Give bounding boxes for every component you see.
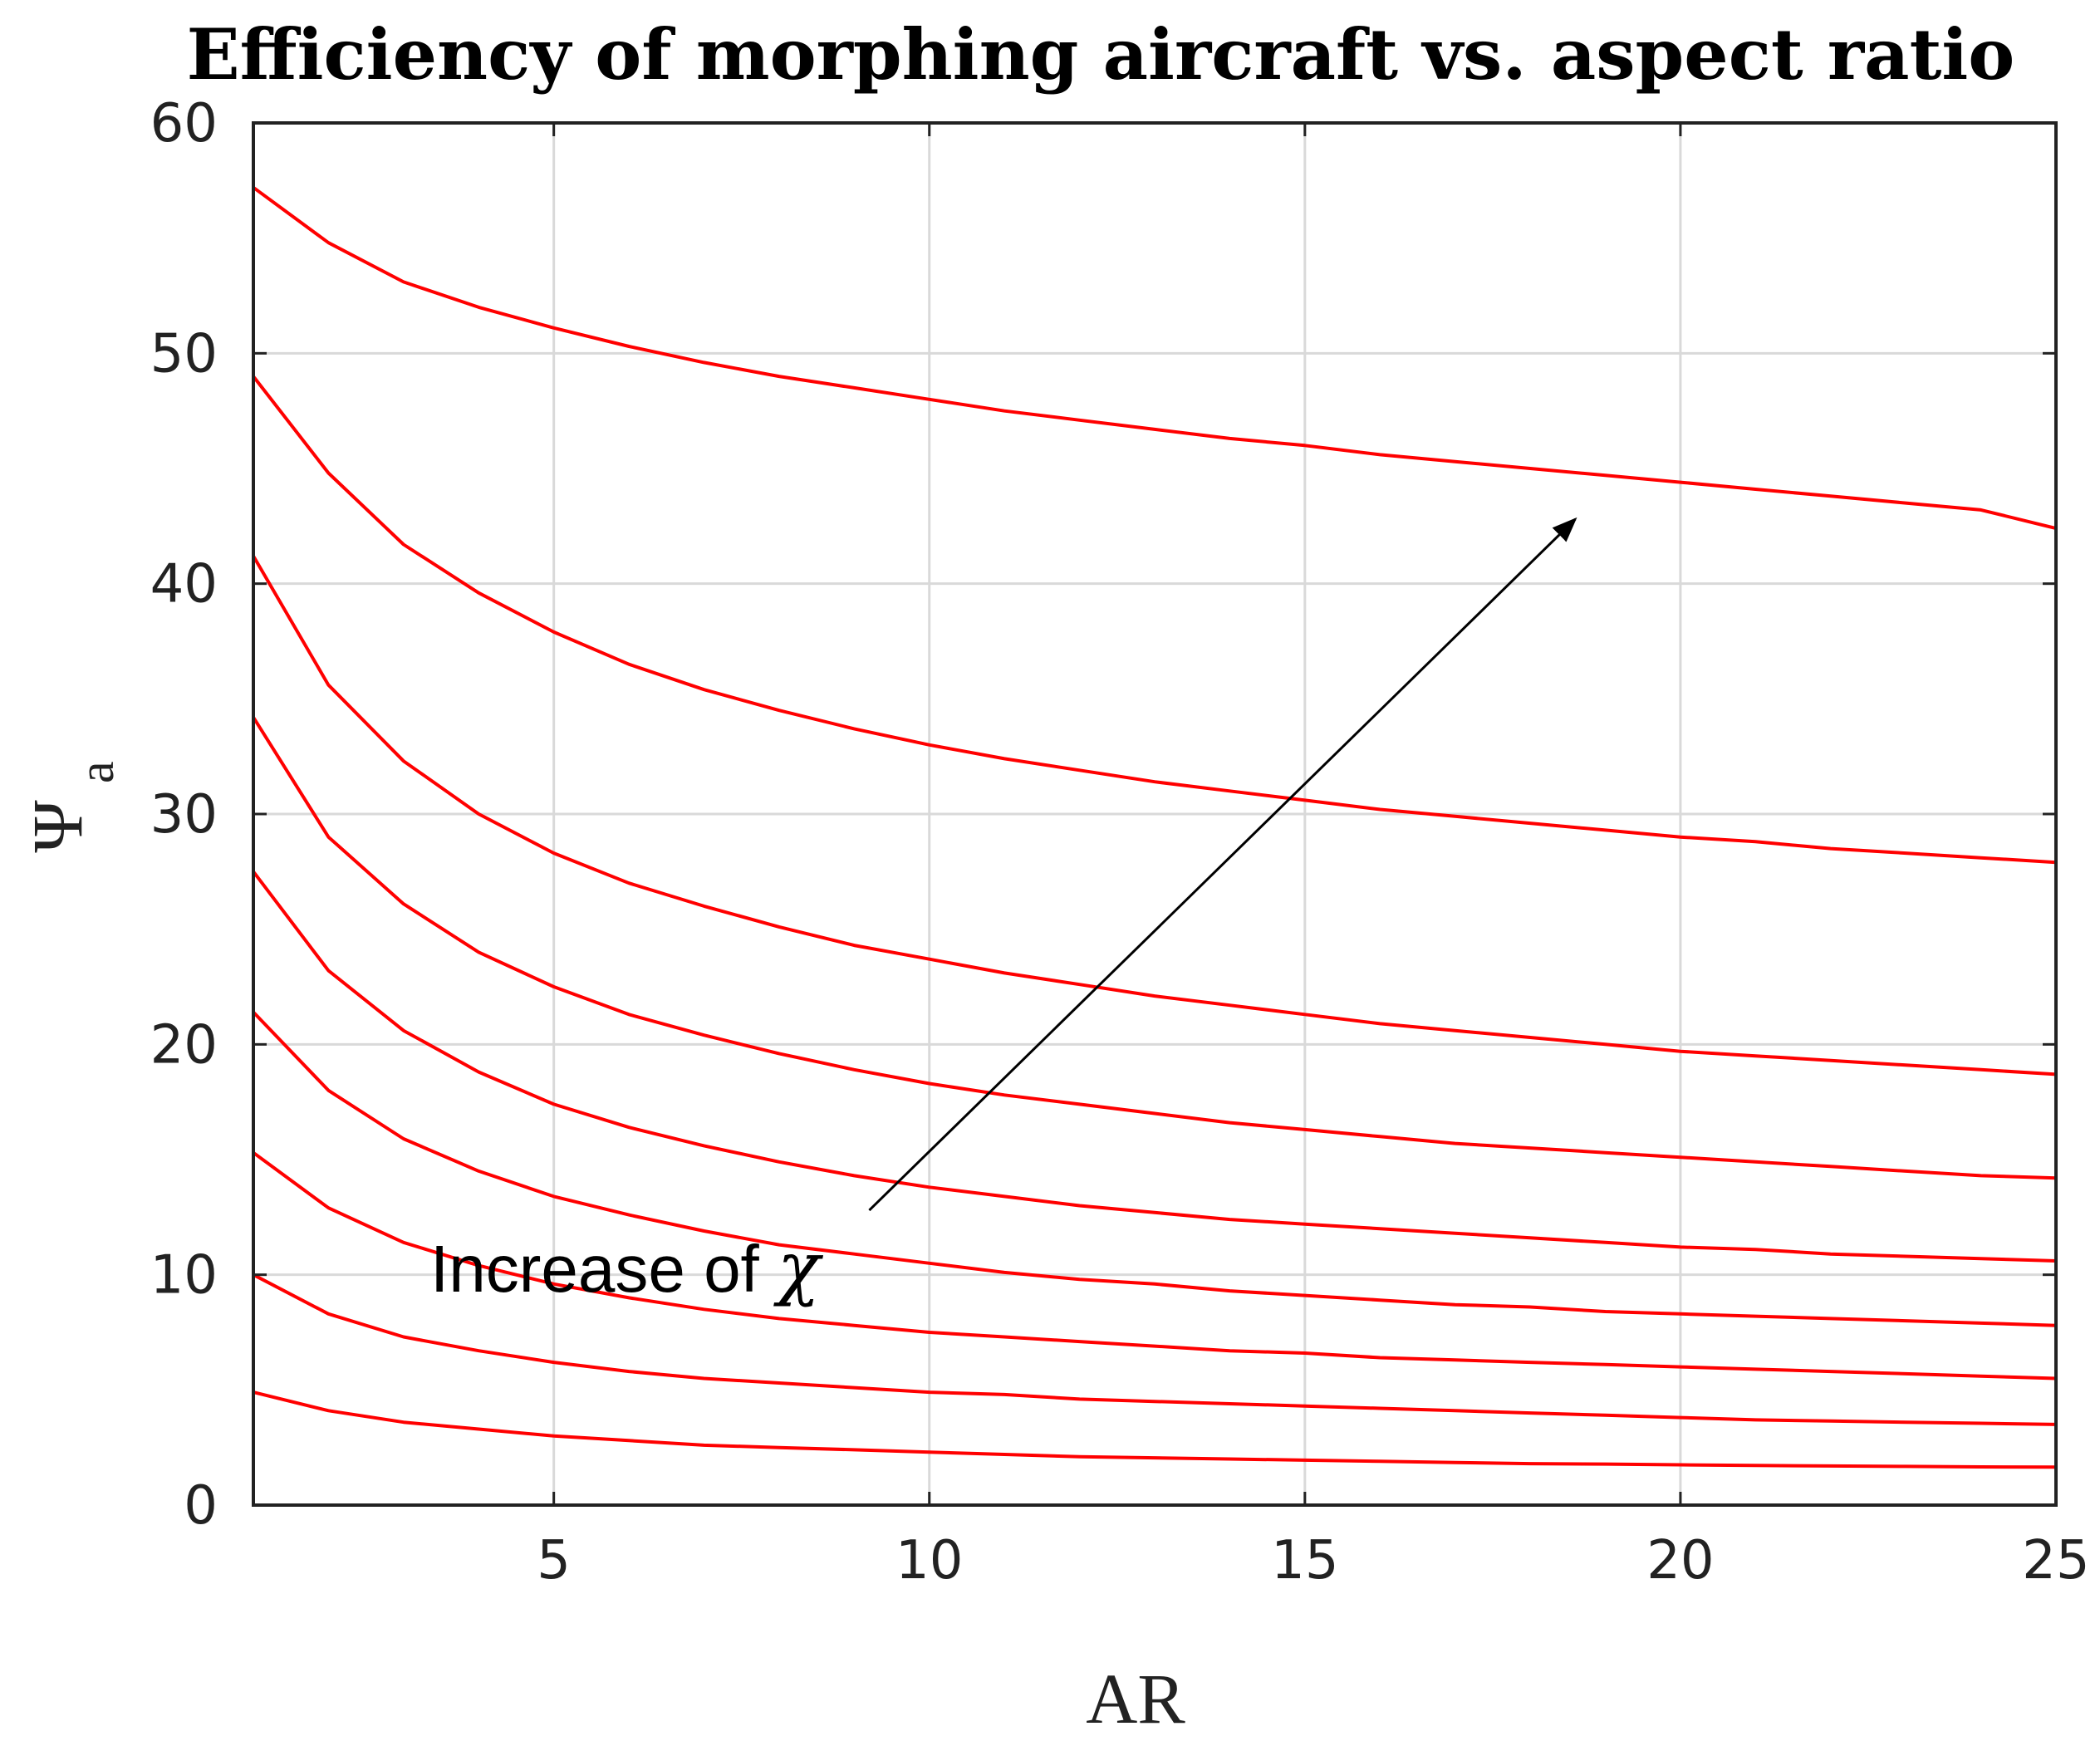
series-line-curve-7 [252, 555, 2057, 1076]
x-axis-label: AR [1086, 1659, 1185, 1739]
axis-ticks [253, 121, 2058, 1507]
x-tick-label: 25 [2022, 1530, 2089, 1591]
series-line-curve-1 [253, 1390, 2057, 1469]
series-line-curve-8 [252, 375, 2057, 865]
y-tick-label: 20 [150, 1014, 218, 1076]
series-line-curve-3 [252, 1151, 2057, 1381]
x-tick-label: 20 [1646, 1530, 1714, 1591]
series-line-curve-9 [252, 186, 2057, 531]
annotation-symbol: χ [773, 1227, 824, 1308]
series-line-curve-4 [252, 1011, 2057, 1327]
y-tick-label: 0 [184, 1475, 218, 1537]
series-line-curve-5 [252, 870, 2057, 1263]
y-tick-label: 10 [150, 1245, 218, 1307]
chart-title: Efficiency of morphing aircraft vs. aspe… [187, 13, 2015, 96]
y-tick-label: 60 [150, 93, 218, 154]
y-axis-label-symbol: Ψ [17, 800, 97, 853]
series-lines [252, 186, 2057, 1469]
y-axis-label-subscript: a [69, 761, 124, 783]
y-axis-label: Ψ a [17, 761, 124, 852]
x-tick-label: 15 [1271, 1530, 1338, 1591]
grid [253, 123, 2056, 1505]
x-tick-label: 10 [895, 1530, 963, 1591]
axis-tick-labels: 5 10 15 20 25 0 10 20 30 40 50 60 [150, 93, 2090, 1591]
annotation-label: Increase of [430, 1232, 778, 1306]
x-tick-label: 5 [537, 1530, 571, 1591]
series-line-curve-2 [253, 1273, 2057, 1426]
annotation-text: Increase of χ [430, 1227, 824, 1308]
y-tick-label: 40 [150, 554, 218, 615]
annotation-arrow [868, 517, 1577, 1212]
series-line-curve-6 [252, 716, 2057, 1180]
y-tick-label: 30 [150, 784, 218, 846]
y-tick-label: 50 [150, 323, 218, 385]
